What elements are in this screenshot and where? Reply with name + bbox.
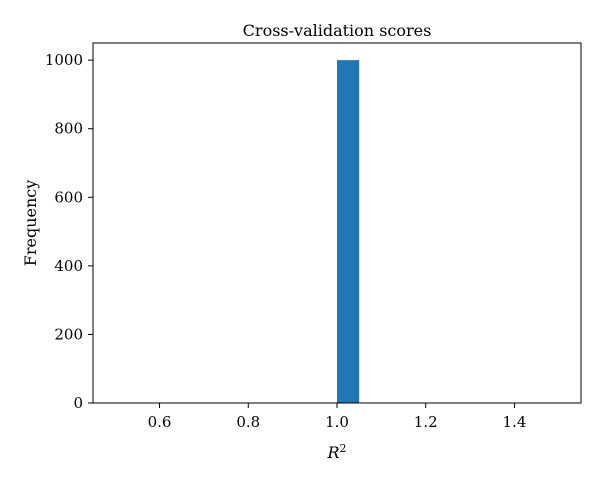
chart-title: Cross-validation scores xyxy=(243,21,432,40)
histogram-bar-0 xyxy=(337,60,360,404)
plot-frame xyxy=(92,42,582,404)
y-tick-label-4: 800 xyxy=(54,120,83,138)
x-tick-label-3: 1.2 xyxy=(414,413,438,431)
x-axis-ticks: 0.6 0.8 1.0 1.2 1.4 xyxy=(148,403,527,431)
x-axis-label-superscript: 2 xyxy=(340,442,347,455)
y-axis-label: Frequency xyxy=(21,180,40,267)
y-tick-label-2: 400 xyxy=(54,257,83,275)
x-axis-label: R2 xyxy=(326,442,346,462)
y-tick-label-5: 1000 xyxy=(45,51,83,69)
bars xyxy=(337,60,360,404)
x-tick-label-4: 1.4 xyxy=(503,413,527,431)
x-tick-label-2: 1.0 xyxy=(325,413,349,431)
x-tick-label-0: 0.6 xyxy=(148,413,172,431)
y-axis-ticks: 0 200 400 600 800 1000 xyxy=(45,51,93,412)
x-tick-label-1: 0.8 xyxy=(236,413,260,431)
y-tick-label-3: 600 xyxy=(54,188,83,206)
y-tick-label-0: 0 xyxy=(73,394,83,412)
y-tick-label-1: 200 xyxy=(54,325,83,343)
